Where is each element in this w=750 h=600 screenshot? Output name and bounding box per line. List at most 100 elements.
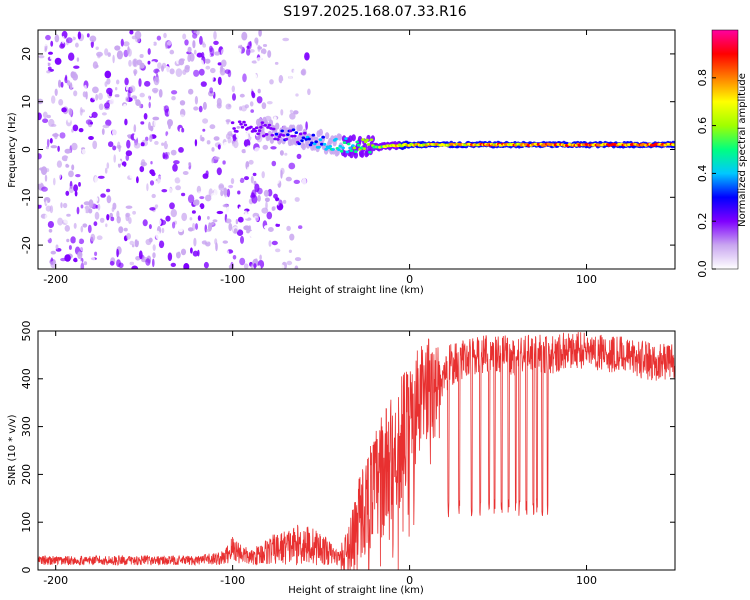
noise-blob [238,206,242,212]
noise-blob [275,216,282,225]
noise-blob [62,195,67,201]
noise-blob [275,102,280,111]
noise-blob [273,193,278,199]
noise-blob [51,123,57,127]
y-tick-label: 200 [20,464,33,485]
noise-blob [157,206,162,212]
noise-blob [46,131,51,140]
noise-blob [155,230,161,240]
noise-blob [135,232,141,241]
noise-blob [61,107,67,113]
noise-blob [305,121,308,131]
noise-blob [280,252,283,260]
noise-blob [322,252,326,259]
ridge-halo [337,133,343,141]
noise-blob [218,184,224,189]
noise-blob [39,260,44,266]
ridge-core [270,133,275,137]
noise-blob [153,76,160,86]
noise-blob [265,66,270,75]
noise-blob [233,228,238,234]
noise-blob [236,229,244,236]
noise-blob [80,173,85,181]
noise-blob [66,37,73,44]
ridge-halo [351,134,356,142]
noise-blob [264,229,271,238]
noise-blob [146,183,149,192]
noise-blob [180,248,187,256]
noise-blob [256,96,263,104]
ridge-core [293,134,297,138]
noise-blob [228,265,232,269]
ridge-core [322,142,327,146]
noise-blob [325,32,330,39]
noise-blob [50,55,55,60]
noise-blob [226,250,230,256]
noise-blob [58,79,62,88]
noise-blob [179,174,183,181]
snr-frame [37,330,676,571]
noise-blob [243,263,249,269]
noise-blob [129,240,135,246]
y-tick-label: 10 [20,95,33,109]
noise-blob [67,114,71,123]
noise-blob [294,197,300,202]
noise-blob [148,101,151,109]
noise-blob [168,162,174,168]
noise-blob [244,244,251,249]
noise-blob [140,161,148,167]
noise-blob [301,177,307,187]
noise-blob [95,94,99,101]
noise-blob [200,81,207,87]
ridge-core [273,137,277,141]
noise-blob [54,57,62,65]
noise-blob [282,37,290,42]
noise-blob [211,147,215,152]
noise-blob [67,75,70,82]
noise-blob [46,138,50,148]
noise-blob [285,176,292,182]
noise-blob [223,187,228,196]
noise-blob [199,203,205,210]
noise-blob [257,88,261,94]
noise-blob [205,65,211,70]
noise-blob [105,119,112,127]
noise-blob [139,166,145,173]
noise-blob [79,107,83,116]
noise-blob [60,202,63,209]
ridge-core [366,143,371,146]
ridge-core [284,137,289,141]
ridge-core [351,144,355,148]
noise-blob [239,86,245,90]
noise-blob [154,140,159,145]
noise-blob [183,263,190,269]
ridge-core [342,141,347,145]
noise-blob [251,60,258,64]
noise-blob [100,165,106,172]
noise-blob [152,258,155,268]
noise-blob [82,223,88,228]
noise-blob [241,31,248,41]
noise-blob [150,61,157,69]
noise-blob [271,160,277,167]
noise-blob [199,196,205,200]
noise-blob [228,223,233,231]
noise-blob [109,109,115,116]
noise-blob [185,162,189,169]
noise-blob [149,134,153,143]
noise-blob [110,216,115,222]
noise-blob [325,235,330,242]
noise-blob [165,100,171,106]
noise-blob [98,92,103,100]
noise-blob [251,92,256,99]
ridge-core [250,130,255,133]
noise-blob [322,183,327,190]
noise-blob [250,109,254,113]
ridge-core [320,142,324,146]
ridge-core [274,132,279,136]
noise-blob [110,173,115,181]
noise-blob [77,251,83,259]
noise-blob [222,204,229,208]
ridge-core [235,130,239,133]
noise-blob [198,105,203,113]
